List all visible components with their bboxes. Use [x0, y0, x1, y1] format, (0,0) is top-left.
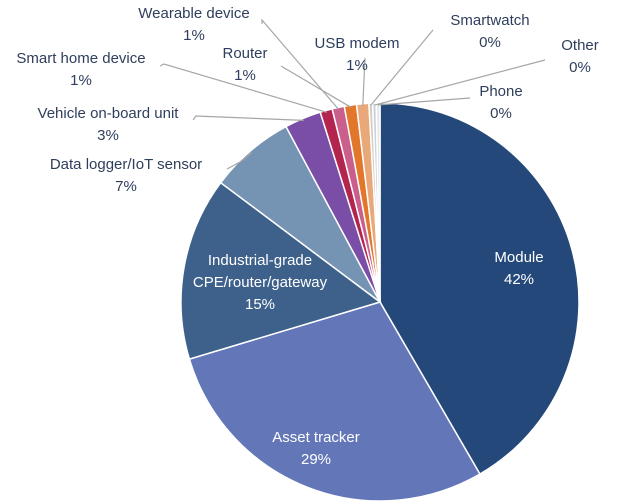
slice-value-label-module: 42% — [504, 271, 534, 288]
slice-label-smartwatch: Smartwatch — [450, 12, 529, 29]
slice-label-module: Module — [494, 249, 543, 266]
leader-line-router — [280, 65, 352, 108]
slice-value-label-router: 1% — [234, 67, 256, 84]
leader-line-wearable-device — [261, 18, 340, 110]
slice-value-label-wearable-device: 1% — [183, 27, 205, 44]
slice-label-smart-home-device: Smart home device — [16, 50, 145, 67]
slice-label-usb-modem: USB modem — [314, 35, 399, 52]
slice-value-label-phone: 0% — [490, 105, 512, 122]
leader-line-smartwatch — [370, 29, 434, 106]
slice-value-label-data-logger-iot-sensor: 7% — [115, 178, 137, 195]
pie-slice-phone — [375, 102, 381, 303]
slice-label-data-logger-iot-sensor: Data logger/IoT sensor — [50, 156, 202, 173]
slice-label-router: Router — [222, 45, 267, 62]
leader-line-other — [374, 59, 546, 106]
leader-line-phone — [378, 97, 471, 106]
slice-label-vehicle-on-board-unit: Vehicle on-board unit — [38, 105, 180, 122]
slice-label-asset-tracker: Asset tracker — [272, 429, 360, 446]
slice-value-label-smartwatch: 0% — [479, 34, 501, 51]
slice-value-label-smart-home-device: 1% — [70, 72, 92, 89]
slice-value-label-other: 0% — [569, 59, 591, 76]
slice-value-label-vehicle-on-board-unit: 3% — [97, 127, 119, 144]
slice-value-label-asset-tracker: 29% — [301, 451, 331, 468]
slice-value-label-usb-modem: 1% — [346, 57, 368, 74]
slice-label-phone: Phone — [479, 83, 522, 100]
pie-slice-asset-tracker — [188, 301, 481, 502]
leader-line-usb-modem — [362, 57, 366, 106]
slice-value-label-industrial-grade-cpe-router-gateway: 15% — [245, 296, 275, 313]
leader-line-data-logger-iot-sensor — [226, 152, 252, 170]
slice-label-industrial-grade-cpe-router-gateway: Industrial-grade — [208, 252, 312, 269]
slice-label-wearable-device: Wearable device — [138, 5, 249, 22]
leader-line-smart-home-device — [159, 63, 327, 113]
slice-label-industrial-grade-cpe-router-gateway: CPE/router/gateway — [193, 274, 328, 291]
leader-line-vehicle-on-board-unit — [192, 115, 304, 121]
slice-label-other: Other — [561, 37, 599, 54]
pie-slice-module — [379, 102, 580, 476]
pie-slice-industrial-grade-cpe-router-gateway — [180, 181, 382, 361]
